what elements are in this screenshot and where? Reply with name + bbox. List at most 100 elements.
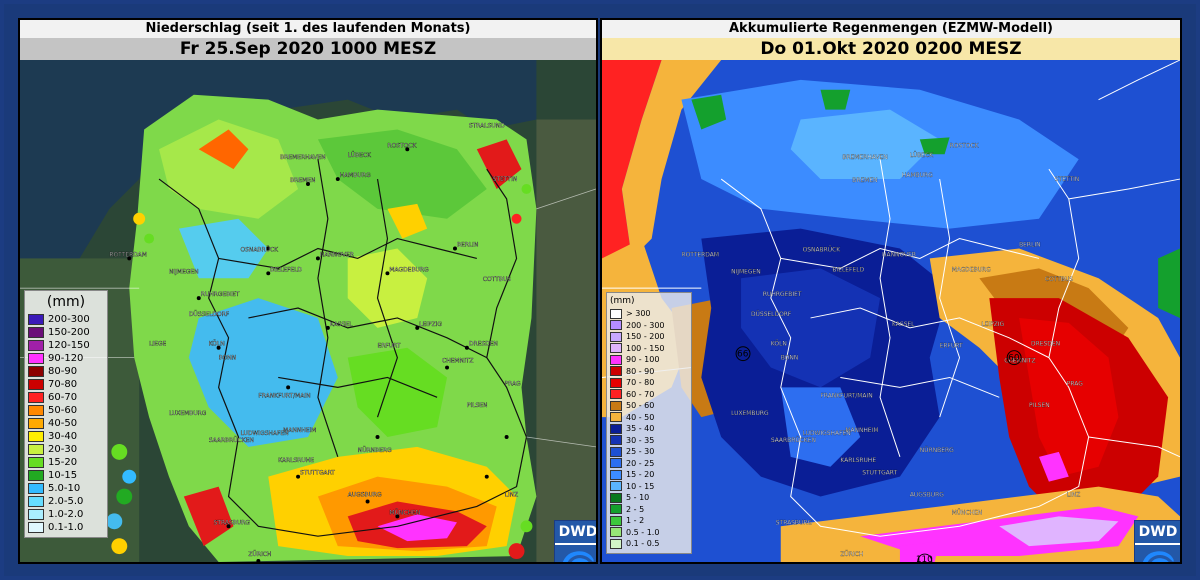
legend-entry: 90-120 [28, 352, 104, 365]
legend-swatch [28, 496, 44, 507]
left-city-label: MÜNCHEN [389, 509, 420, 516]
right-city-label: BIELEFELD [832, 266, 864, 273]
legend-entry: 100 - 150 [610, 343, 688, 355]
legend-label: 1.0-2.0 [48, 509, 84, 520]
legend-label: 60 - 70 [626, 389, 655, 399]
right-city-label: DRESDEN [1031, 341, 1060, 348]
legend-swatch [28, 470, 44, 481]
legend-entry: 150-200 [28, 326, 104, 339]
left-city-label: SAARBRÜCKEN [209, 437, 254, 444]
legend-entry: 70 - 80 [610, 377, 688, 389]
legend-label: 2.0-5.0 [48, 496, 84, 507]
left-city-label: NIJMEGEN [169, 268, 199, 275]
legend-swatch [28, 444, 44, 455]
left-city-label: PILSEN [467, 402, 488, 409]
left-city-label: CHEMNITZ [442, 358, 473, 365]
legend-label: 15 - 20 [626, 470, 655, 480]
right-city-label: ZÜRICH [840, 551, 863, 558]
left-city-label: ROSTOCK [387, 142, 417, 149]
left-city-label: DÜSSELDORF [189, 311, 230, 318]
right-city-label: BERLIN [1019, 242, 1040, 249]
legend-entry: 90 - 100 [610, 354, 688, 366]
legend-entry: 50-60 [28, 404, 104, 417]
right-city-label: STRASBURG [776, 519, 813, 526]
legend-swatch [610, 343, 622, 354]
right-city-label: AUGSBURG [910, 492, 944, 499]
legend-label: 0.5 - 1.0 [626, 527, 660, 537]
legend-label: 30 - 35 [626, 435, 655, 445]
legend-entry: 15 - 20 [610, 469, 688, 481]
legend-entry: 10 - 15 [610, 481, 688, 493]
right-city-label: LEIPZIG [981, 321, 1004, 328]
legend-entry: 50 - 60 [610, 400, 688, 412]
legend-entry: 15-20 [28, 456, 104, 469]
legend-label: 20-30 [48, 444, 78, 455]
dwd-logo-text: DWD [1135, 521, 1180, 543]
forecast-precipitation-panel: Akkumulierte Regenmengen (EZMW-Modell) D… [600, 18, 1182, 564]
left-city-label: STETTIN [493, 176, 518, 183]
legend-swatch [610, 423, 622, 434]
dwd-logo: DWD 🌀 [1134, 520, 1180, 562]
left-city-label: KASSEL [330, 321, 353, 328]
left-city-label: BIELEFELD [270, 266, 302, 273]
legend-label: 50 - 60 [626, 401, 655, 411]
cyclone-icon: 🌀 [1139, 554, 1176, 563]
legend-entry: 0.5 - 1.0 [610, 527, 688, 539]
left-panel-timestamp: Fr 25.Sep 2020 1000 MESZ [20, 38, 596, 60]
legend-swatch [610, 446, 622, 457]
left-city-label: HAMBURG [340, 172, 371, 179]
right-city-label: STUTTGART [862, 470, 897, 477]
legend-swatch [28, 366, 44, 377]
right-city-label: FRANKFURT/MAIN [820, 392, 872, 399]
left-city-label: FRANKFURT/MAIN [258, 392, 310, 399]
legend-swatch [610, 527, 622, 538]
right-city-label: ROSTOCK [950, 142, 980, 149]
right-color-legend: (mm) > 300 200 - 300 150 - 200 100 - 150 90 … [606, 292, 692, 554]
legend-swatch [28, 327, 44, 338]
legend-swatch [610, 389, 622, 400]
legend-entry: 150 - 200 [610, 331, 688, 343]
left-city-label: LEIPZIG [419, 321, 442, 328]
right-precipitation-map: HAMBURG BERLIN HANNOVER MAGDEBURG BIELEF… [602, 60, 1180, 562]
legend-label: 150 - 200 [626, 332, 665, 342]
legend-entry: 40 - 50 [610, 412, 688, 424]
right-city-label: KASSEL [892, 321, 915, 328]
legend-entry: 80-90 [28, 365, 104, 378]
legend-swatch [610, 458, 622, 469]
legend-swatch [610, 366, 622, 377]
legend-entry: 70-80 [28, 378, 104, 391]
legend-label: 200 - 300 [626, 320, 665, 330]
legend-label: 100 - 150 [626, 343, 665, 353]
legend-entry: 1.0-2.0 [28, 508, 104, 521]
legend-entry: 10-15 [28, 469, 104, 482]
legend-entry: 1 - 2 [610, 515, 688, 527]
right-city-label: NIJMEGEN [731, 268, 761, 275]
legend-swatch [610, 504, 622, 515]
legend-swatch [610, 481, 622, 492]
right-city-label: PRAG [1067, 380, 1083, 387]
legend-swatch [610, 538, 622, 549]
legend-entry: 30-40 [28, 430, 104, 443]
legend-label: 30-40 [48, 431, 78, 442]
left-city-label: OSNABRÜCK [240, 246, 279, 253]
legend-label: 0.1 - 0.5 [626, 539, 660, 549]
left-city-label: LUXEMBURG [169, 410, 207, 417]
legend-entry: 120-150 [28, 339, 104, 352]
left-city-label: LIEGE [149, 341, 166, 348]
right-city-label: HANNOVER [882, 251, 916, 258]
right-city-label: LUXEMBURG [731, 410, 769, 417]
legend-entry: 35 - 40 [610, 423, 688, 435]
left-city-label: ERFURT [378, 343, 401, 350]
legend-entry: 30 - 35 [610, 435, 688, 447]
legend-swatch [610, 492, 622, 503]
legend-label: 60-70 [48, 392, 78, 403]
legend-label: 70 - 80 [626, 378, 655, 388]
legend-entry: 20 - 25 [610, 458, 688, 470]
right-city-label: PILSEN [1029, 402, 1050, 409]
right-city-label: KARLSRUHE [840, 457, 876, 464]
right-city-label: LINZ [1067, 492, 1081, 499]
dwd-logo-text: DWD [555, 521, 596, 543]
left-city-label: STRALSUND [469, 122, 505, 129]
right-city-label: MANNHEIM [845, 427, 878, 434]
legend-entry: 200 - 300 [610, 320, 688, 332]
